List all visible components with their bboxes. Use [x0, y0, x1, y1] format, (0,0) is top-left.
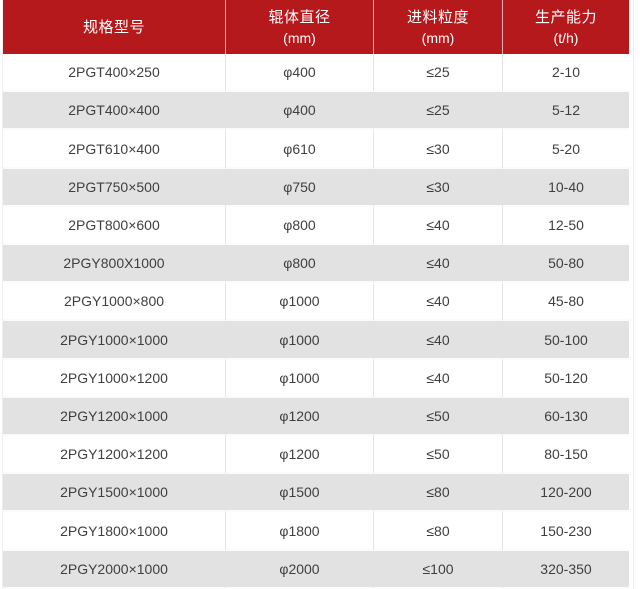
- cell-model: 2PGY1000×1000: [3, 321, 226, 360]
- table-row: 2PGY1000×1200 φ1000 ≤40 50-120: [3, 359, 629, 398]
- table-row: 2PGT750×500 φ750 ≤30 10-40: [3, 168, 629, 207]
- cell-capacity: 50-80: [503, 245, 629, 284]
- table-row: 2PGY2000×1000 φ2000 ≤100 320-350: [3, 550, 629, 589]
- cell-model: 2PGT610×400: [3, 130, 226, 169]
- cell-model: 2PGY1500×1000: [3, 474, 226, 513]
- cell-feed-size: ≤25: [374, 92, 503, 131]
- table-row: 2PGY800X1000 φ800 ≤40 50-80: [3, 245, 629, 284]
- table-body: 2PGT400×250 φ400 ≤25 2-10 2PGT400×400 φ4…: [3, 54, 629, 589]
- cell-roller-diameter: φ800: [226, 206, 374, 246]
- header-unit: (mm): [283, 29, 316, 46]
- table-row: 2PGY1200×1200 φ1200 ≤50 80-150: [3, 436, 629, 475]
- header-title: 辊体直径: [268, 8, 331, 26]
- cell-roller-diameter: φ1500: [226, 474, 374, 513]
- cell-feed-size: ≤40: [374, 359, 503, 398]
- cell-feed-size: ≤25: [374, 54, 503, 93]
- cell-capacity: 150-230: [503, 512, 629, 551]
- cell-roller-diameter: φ400: [226, 92, 374, 131]
- table-row: 2PGT400×400 φ400 ≤25 5-12: [3, 92, 629, 131]
- cell-roller-diameter: φ1000: [226, 359, 374, 398]
- cell-capacity: 45-80: [503, 283, 629, 322]
- cell-feed-size: ≤50: [374, 397, 503, 437]
- cell-roller-diameter: φ2000: [226, 550, 374, 589]
- table-row: 2PGT800×600 φ800 ≤40 12-50: [3, 206, 629, 246]
- cell-roller-diameter: φ610: [226, 130, 374, 169]
- cell-capacity: 80-150: [503, 436, 629, 475]
- header-title: 规格型号: [82, 18, 145, 36]
- cell-capacity: 2-10: [503, 54, 629, 93]
- spec-table: 规格型号 辊体直径 (mm) 进料粒度 (mm): [3, 0, 629, 589]
- table-row: 2PGY1200×1000 φ1200 ≤50 60-130: [3, 397, 629, 437]
- cell-feed-size: ≤50: [374, 436, 503, 475]
- header-cell-roller-diameter: 辊体直径 (mm): [226, 0, 374, 54]
- table-row: 2PGY1500×1000 φ1500 ≤80 120-200: [3, 474, 629, 513]
- cell-roller-diameter: φ1000: [226, 283, 374, 322]
- cell-model: 2PGY2000×1000: [3, 550, 226, 589]
- cell-roller-diameter: φ1200: [226, 436, 374, 475]
- table-header: 规格型号 辊体直径 (mm) 进料粒度 (mm): [3, 0, 629, 54]
- cell-model: 2PGY1800×1000: [3, 512, 226, 551]
- header-unit: (mm): [421, 29, 455, 46]
- header-title: 生产能力: [534, 8, 597, 26]
- cell-capacity: 50-120: [503, 359, 629, 398]
- header-cell-model: 规格型号: [3, 0, 226, 54]
- cell-model: 2PGY1200×1200: [3, 436, 226, 475]
- spec-table-container: 规格型号 辊体直径 (mm) 进料粒度 (mm): [2, 0, 629, 589]
- table-row: 2PGY1800×1000 φ1800 ≤80 150-230: [3, 512, 629, 551]
- cell-feed-size: ≤40: [374, 206, 503, 246]
- cell-model: 2PGY1000×1200: [3, 359, 226, 398]
- table-header-row: 规格型号 辊体直径 (mm) 进料粒度 (mm): [3, 0, 629, 54]
- cell-model: 2PGT750×500: [3, 168, 226, 207]
- cell-feed-size: ≤80: [374, 512, 503, 551]
- cell-model: 2PGT800×600: [3, 206, 226, 246]
- cell-model: 2PGY1000×800: [3, 283, 226, 322]
- cell-roller-diameter: φ800: [226, 245, 374, 284]
- header-cell-feed-size: 进料粒度 (mm): [374, 0, 503, 54]
- table-row: 2PGT400×250 φ400 ≤25 2-10: [3, 54, 629, 93]
- cell-capacity: 5-20: [503, 130, 629, 169]
- cell-roller-diameter: φ1000: [226, 321, 374, 360]
- cell-feed-size: ≤30: [374, 168, 503, 207]
- cell-model: 2PGY1200×1000: [3, 397, 226, 437]
- header-cell-capacity: 生产能力 (t/h): [503, 0, 629, 54]
- table-row: 2PGY1000×1000 φ1000 ≤40 50-100: [3, 321, 629, 360]
- cell-model: 2PGT400×250: [3, 54, 226, 93]
- header-unit: (t/h): [553, 29, 579, 46]
- cell-roller-diameter: φ1200: [226, 397, 374, 437]
- cell-feed-size: ≤30: [374, 130, 503, 169]
- header-title: 进料粒度: [406, 8, 469, 26]
- table-row: 2PGY1000×800 φ1000 ≤40 45-80: [3, 283, 629, 322]
- cell-capacity: 5-12: [503, 92, 629, 131]
- cell-roller-diameter: φ400: [226, 54, 374, 93]
- cell-capacity: 10-40: [503, 168, 629, 207]
- cell-roller-diameter: φ750: [226, 168, 374, 207]
- cell-feed-size: ≤40: [374, 283, 503, 322]
- cell-capacity: 12-50: [503, 206, 629, 246]
- cell-capacity: 120-200: [503, 474, 629, 513]
- table-row: 2PGT610×400 φ610 ≤30 5-20: [3, 130, 629, 169]
- cell-model: 2PGY800X1000: [3, 245, 226, 284]
- cell-feed-size: ≤80: [374, 474, 503, 513]
- cell-feed-size: ≤40: [374, 321, 503, 360]
- cell-capacity: 60-130: [503, 397, 629, 437]
- cell-feed-size: ≤100: [374, 550, 503, 589]
- cell-capacity: 320-350: [503, 550, 629, 589]
- cell-roller-diameter: φ1800: [226, 512, 374, 551]
- cell-model: 2PGT400×400: [3, 92, 226, 131]
- cell-capacity: 50-100: [503, 321, 629, 360]
- cell-feed-size: ≤40: [374, 245, 503, 284]
- right-gutter-line: [633, 0, 634, 589]
